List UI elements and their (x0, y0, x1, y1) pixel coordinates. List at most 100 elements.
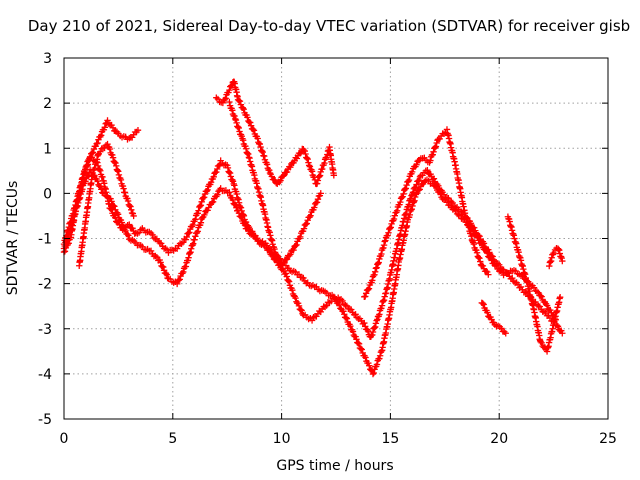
x-tick-label: 5 (168, 431, 177, 447)
x-tick-labels: 0 5 10 15 20 25 (60, 431, 617, 447)
data-point (263, 161, 271, 168)
data-point (403, 181, 410, 189)
data-point (470, 240, 478, 248)
data-point (400, 190, 407, 198)
data-point (241, 221, 249, 229)
data-point (413, 181, 420, 188)
data-point (364, 286, 372, 293)
data-point (363, 326, 371, 333)
data-point (305, 162, 313, 169)
data-point (301, 147, 309, 155)
data-point (207, 179, 215, 186)
data-point (194, 228, 201, 235)
data-point (186, 249, 194, 257)
data-point (182, 263, 190, 270)
data-point (114, 211, 122, 218)
data-point (268, 173, 276, 180)
data-point (117, 176, 125, 184)
data-point (231, 115, 239, 123)
data-point (317, 308, 324, 316)
data-point (237, 101, 245, 108)
data-point (297, 233, 304, 241)
data-point (336, 301, 343, 309)
data-point (129, 225, 136, 232)
data-point (390, 215, 398, 223)
data-point (229, 196, 237, 204)
data-point (245, 226, 252, 234)
data-point (180, 268, 187, 276)
data-point (310, 313, 317, 321)
data-point (330, 293, 338, 300)
data-point (283, 255, 291, 263)
data-point (381, 238, 388, 245)
data-point (408, 168, 416, 176)
data-point (313, 180, 321, 187)
data-point (239, 104, 246, 112)
data-point (559, 257, 566, 265)
data-point (307, 212, 314, 219)
data-point (244, 114, 251, 121)
data-point (153, 253, 161, 261)
data-point (234, 207, 242, 214)
data-point (536, 303, 544, 310)
data-point (236, 128, 243, 135)
data-point (533, 288, 541, 295)
data-point (369, 331, 376, 339)
data-point (429, 151, 436, 158)
data-point (331, 294, 339, 301)
data-point (189, 221, 197, 229)
data-point (109, 154, 117, 161)
data-point (380, 241, 388, 249)
y-tick-label: -5 (38, 412, 52, 428)
data-point (239, 137, 247, 144)
y-tick-label: 0 (43, 186, 52, 202)
data-point (391, 212, 398, 219)
data-point (96, 166, 103, 173)
data-point (362, 290, 370, 297)
x-tick-label: 0 (60, 431, 69, 447)
y-tick-label: -2 (38, 277, 52, 293)
data-point (162, 269, 170, 277)
data-point (186, 229, 193, 236)
y-tick-label: 3 (43, 51, 52, 67)
data-point (108, 198, 115, 205)
data-point (477, 258, 484, 265)
data-point (121, 189, 129, 196)
data-point (292, 242, 299, 249)
data-point (436, 135, 443, 143)
data-point (382, 237, 389, 244)
data-point (183, 233, 190, 241)
data-point (134, 127, 142, 134)
data-point (274, 253, 282, 261)
data-point (283, 168, 291, 176)
data-point (185, 229, 192, 237)
data-point (197, 219, 205, 226)
data-point (412, 191, 420, 198)
data-point (304, 217, 311, 224)
data-point (115, 171, 123, 179)
data-point (355, 340, 363, 348)
data-point (482, 268, 490, 275)
data-point (352, 311, 359, 318)
data-point (323, 154, 330, 161)
data-point (443, 199, 451, 206)
data-point (402, 210, 410, 217)
data-point (510, 278, 517, 285)
data-point (149, 231, 156, 238)
data-point (369, 370, 377, 378)
data-point (501, 328, 508, 335)
data-point (371, 323, 379, 331)
data-point (128, 206, 135, 214)
data-point (88, 149, 96, 157)
data-point (373, 317, 380, 324)
chart-title: Day 210 of 2021, Sidereal Day-to-day VTE… (28, 17, 630, 35)
data-point (304, 155, 311, 163)
data-point (349, 328, 357, 335)
data-point (402, 185, 410, 192)
data-point (415, 177, 422, 185)
data-point (502, 330, 509, 337)
data-point (118, 219, 126, 226)
data-point (405, 178, 412, 185)
data-point (160, 263, 167, 271)
data-point (196, 202, 204, 210)
